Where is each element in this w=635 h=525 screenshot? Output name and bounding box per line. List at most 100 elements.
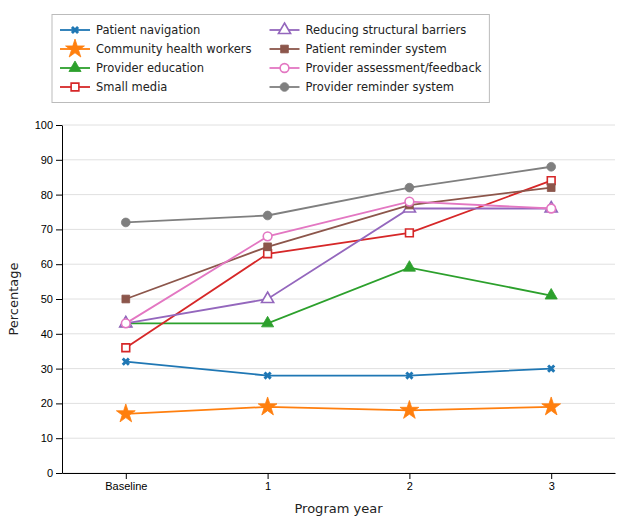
legend-label: Small media <box>96 80 167 94</box>
legend-marker <box>280 83 289 92</box>
point-marker <box>121 218 130 227</box>
x-tick: 1 <box>265 473 271 492</box>
grid-line <box>62 229 615 230</box>
grid-line <box>62 159 615 160</box>
legend-label: Reducing structural barriers <box>306 23 467 37</box>
legend-label: Patient navigation <box>96 23 200 37</box>
point-marker <box>547 162 556 171</box>
y-tick-label: 0 <box>47 467 53 479</box>
legend-label: Provider education <box>96 61 204 75</box>
x-tick-mark <box>268 473 269 479</box>
point-marker <box>547 184 555 192</box>
series-line <box>126 407 551 414</box>
series-line <box>126 362 551 376</box>
plot: 0 10 20 30 40 50 60 70 80 90 100 Baseline 1 2 3 Program… <box>6 119 616 516</box>
x-tick: 2 <box>407 473 413 492</box>
legend-label: Provider reminder system <box>306 80 455 94</box>
legend-item: Patient reminder system <box>270 42 447 56</box>
legend-frame <box>52 15 489 103</box>
y-tick: 30 <box>41 363 62 375</box>
legend-item: Provider reminder system <box>270 80 455 94</box>
legend-item: Provider education <box>60 61 204 75</box>
y-axis: 0 10 20 30 40 50 60 70 80 90 100 <box>35 119 63 479</box>
series <box>121 162 555 226</box>
y-tick: 20 <box>41 397 62 409</box>
y-tick-mark <box>56 438 62 439</box>
legend-marker <box>69 61 81 72</box>
x-axis-line <box>63 473 616 474</box>
x-tick-label: Baseline <box>105 480 147 492</box>
legend-marker <box>280 64 289 73</box>
y-tick-mark <box>56 195 62 196</box>
y-tick-label: 60 <box>41 258 53 270</box>
legend-marker <box>66 39 85 57</box>
y-axis-line <box>62 126 63 474</box>
grid-line <box>62 125 615 126</box>
point-marker <box>263 232 272 241</box>
legend-label: Provider assessment/feedback <box>306 61 482 75</box>
marks <box>116 162 560 421</box>
y-tick: 40 <box>41 328 62 340</box>
x-tick-label: 1 <box>265 480 271 492</box>
grid-line <box>62 403 615 404</box>
point-marker <box>122 295 130 303</box>
series <box>116 397 560 422</box>
point-marker <box>264 243 272 251</box>
point-marker <box>403 369 415 381</box>
x-tick-mark <box>551 473 552 479</box>
y-tick-mark <box>56 160 62 161</box>
y-tick: 60 <box>41 258 62 270</box>
y-axis-title: Percentage <box>6 262 21 335</box>
y-tick-label: 10 <box>41 432 53 444</box>
y-tick: 10 <box>41 432 62 444</box>
legend-marker <box>281 45 289 53</box>
y-tick-mark <box>56 264 62 265</box>
y-tick: 0 <box>47 467 62 479</box>
chart: 0 10 20 30 40 50 60 70 80 90 100 Baseline 1 2 3 Program… <box>0 0 635 525</box>
x-tick-label: 2 <box>407 480 413 492</box>
point-marker <box>405 183 414 192</box>
grid-line <box>62 264 615 265</box>
y-tick: 80 <box>41 189 62 201</box>
legend-item: Small media <box>60 80 167 94</box>
series-line <box>126 181 551 348</box>
grid <box>62 125 615 473</box>
y-tick: 90 <box>41 154 62 166</box>
legend: Patient navigation Community health worke… <box>52 15 489 103</box>
y-tick-mark <box>56 473 62 474</box>
grid-line <box>62 299 615 300</box>
series <box>122 177 555 352</box>
point-marker <box>545 289 557 300</box>
legend-label: Community health workers <box>96 42 252 56</box>
legend-item: Community health workers <box>60 39 252 57</box>
y-tick-label: 100 <box>35 119 53 131</box>
grid-line <box>62 194 615 195</box>
y-tick: 100 <box>35 119 62 131</box>
point-marker <box>400 400 419 418</box>
x-axis-title: Program year <box>295 501 384 516</box>
point-marker <box>403 261 415 272</box>
y-tick-label: 70 <box>41 223 53 235</box>
x-tick: 3 <box>549 473 555 492</box>
point-marker <box>116 404 135 422</box>
y-tick-mark <box>56 403 62 404</box>
y-tick-label: 30 <box>41 363 53 375</box>
point-marker <box>120 355 132 367</box>
series <box>120 355 558 381</box>
y-tick-mark <box>56 229 62 230</box>
series-line <box>126 167 551 223</box>
y-tick: 50 <box>41 293 62 305</box>
point-marker <box>262 292 274 303</box>
y-tick-mark <box>56 125 62 126</box>
y-tick-label: 50 <box>41 293 53 305</box>
point-marker <box>120 316 132 327</box>
y-tick-mark <box>56 334 62 335</box>
x-axis: Baseline 1 2 3 <box>63 473 616 492</box>
legend-marker <box>71 83 79 91</box>
point-marker <box>547 204 556 213</box>
y-tick-label: 90 <box>41 154 53 166</box>
y-tick-label: 40 <box>41 328 53 340</box>
point-marker <box>545 362 557 374</box>
x-tick-mark <box>126 473 127 479</box>
legend-marker <box>69 24 81 36</box>
